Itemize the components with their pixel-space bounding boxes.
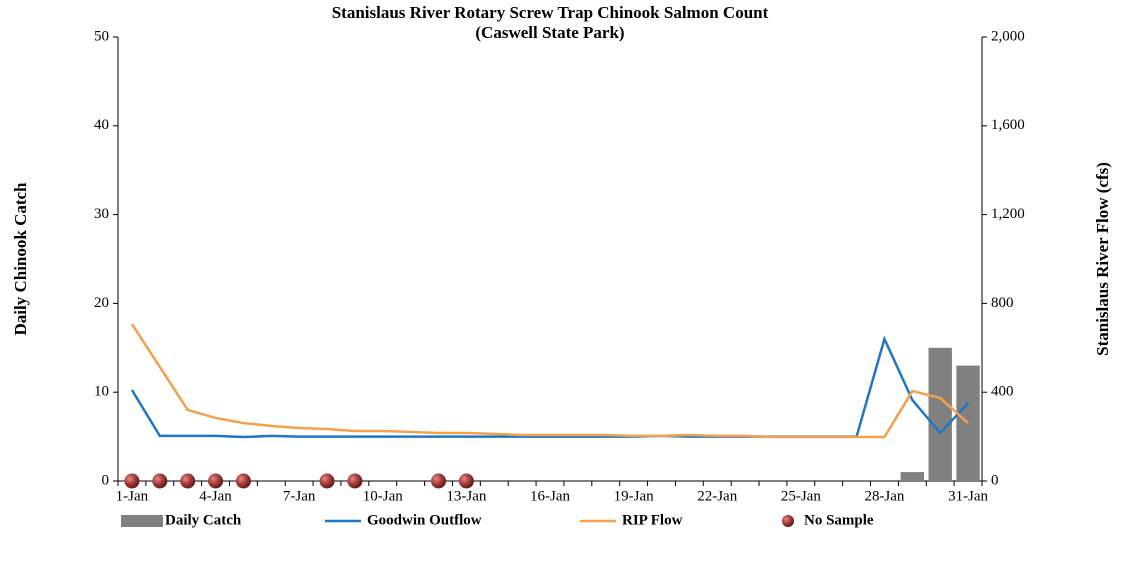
legend-label: Daily Catch <box>165 512 242 528</box>
x-tick-label: 1-Jan <box>116 488 149 504</box>
x-tick-label: 22-Jan <box>697 488 737 504</box>
y-tick-label: 0 <box>102 472 110 488</box>
x-tick-label: 7-Jan <box>283 488 316 504</box>
marker <box>431 473 447 489</box>
marker <box>152 473 168 489</box>
legend-swatch <box>782 515 794 527</box>
marker <box>347 473 363 489</box>
legend-swatch <box>121 515 163 527</box>
y-tick-label: 10 <box>94 384 109 400</box>
x-tick-label: 31-Jan <box>948 488 988 504</box>
x-tick-label: 10-Jan <box>363 488 403 504</box>
y2-tick-label: 1,200 <box>991 206 1025 222</box>
x-tick-label: 28-Jan <box>864 488 904 504</box>
line <box>130 335 969 439</box>
marker <box>208 473 224 489</box>
y2-tick-label: 400 <box>991 384 1014 400</box>
y2-tick-label: 0 <box>991 472 999 488</box>
chart-title: Stanislaus River Rotary Screw Trap Chino… <box>332 3 769 22</box>
x-tick-label: 19-Jan <box>614 488 654 504</box>
legend-label: No Sample <box>804 512 874 528</box>
marker <box>235 473 251 489</box>
y-tick-label: 30 <box>94 206 109 222</box>
bar <box>900 472 925 481</box>
marker <box>124 473 140 489</box>
marker <box>458 473 474 489</box>
bar <box>928 347 952 481</box>
marker <box>180 473 196 489</box>
marker <box>319 473 335 489</box>
x-tick-label: 4-Jan <box>199 488 232 504</box>
bar <box>956 365 980 481</box>
y2-tick-label: 1,600 <box>991 117 1025 133</box>
y2-axis-label: Stanislaus River Flow (cfs) <box>1093 162 1112 356</box>
line <box>130 323 969 439</box>
x-tick-label: 25-Jan <box>781 488 821 504</box>
y2-tick-label: 800 <box>991 295 1014 311</box>
y2-tick-label: 2,000 <box>991 28 1025 44</box>
y-tick-label: 40 <box>94 117 109 133</box>
x-tick-label: 13-Jan <box>446 488 486 504</box>
x-tick-label: 16-Jan <box>530 488 570 504</box>
legend-label: Goodwin Outflow <box>367 512 482 528</box>
y-tick-label: 20 <box>94 295 109 311</box>
y-tick-label: 50 <box>94 28 109 44</box>
y-axis-label: Daily Chinook Catch <box>11 182 30 336</box>
chart-subtitle: (Caswell State Park) <box>475 23 624 42</box>
legend-label: RIP Flow <box>622 512 683 528</box>
